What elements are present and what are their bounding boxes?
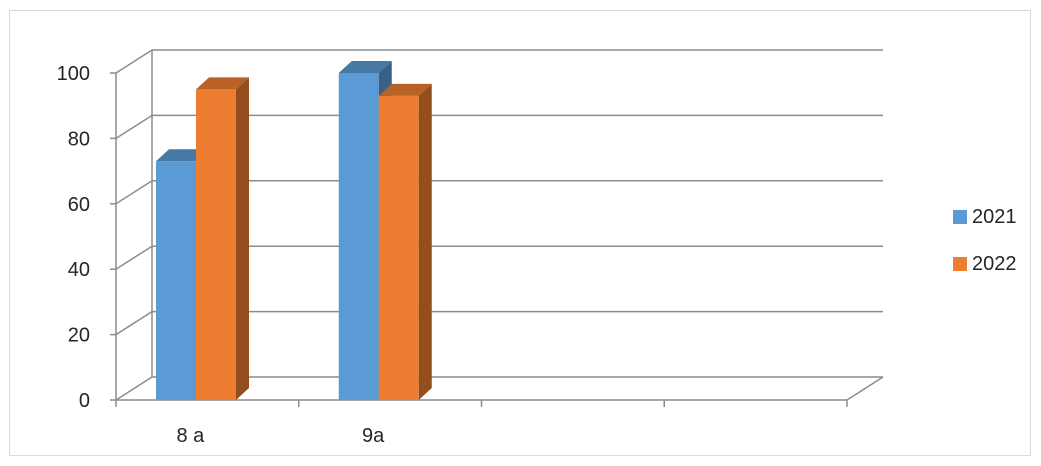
bar-top [156, 149, 209, 162]
x-tick-label-0: 8 а [176, 425, 205, 447]
gridline-depth-80 [115, 114, 153, 140]
bar-front [156, 161, 196, 400]
gridline-depth-40 [115, 245, 153, 270]
bar-front [196, 89, 236, 400]
bar-front [338, 73, 379, 400]
bar-side [236, 77, 249, 400]
legend-label-2022: 2022 [972, 253, 1017, 275]
bar-top [196, 77, 249, 90]
y-tick-label-20: 20 [68, 325, 90, 347]
y-tick-label-40: 40 [68, 259, 90, 281]
bars [156, 61, 432, 400]
legend-swatch-2021 [953, 210, 967, 224]
y-tick-labels: 0 20 40 60 80 100 [57, 63, 90, 412]
bar-top [378, 83, 432, 96]
axes [110, 50, 848, 407]
legend-swatch-2022 [953, 257, 967, 271]
gridline-depth-60 [115, 180, 153, 205]
legend-label-2021: 2021 [972, 206, 1017, 228]
bar-2022-0 [196, 77, 249, 400]
x-tick-labels: 8 а 9а [176, 425, 385, 447]
legend: 2021 2022 [953, 206, 1017, 275]
y-tick-label-100: 100 [57, 63, 90, 85]
bar-front [378, 95, 419, 400]
bar-top [338, 61, 392, 73]
x-tick-label-1: 9а [362, 425, 385, 447]
y-tick-label-0: 0 [79, 390, 90, 412]
y-tick-label-80: 80 [68, 128, 90, 150]
gridline-depth-20 [115, 310, 153, 336]
floor-right-edge [846, 376, 884, 401]
gridline-depth-0 [115, 376, 153, 401]
bar-2022-1 [378, 83, 432, 400]
gridline-depth-100 [115, 49, 153, 74]
y-tick-label-60: 60 [68, 194, 90, 216]
bar-side [418, 83, 432, 400]
gridlines [115, 49, 884, 401]
